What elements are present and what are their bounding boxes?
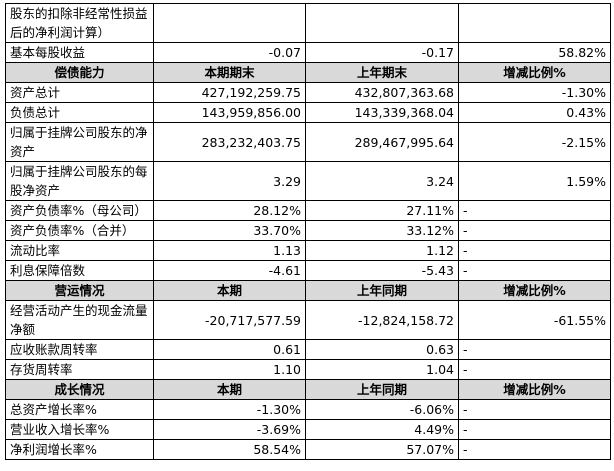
data-row: 存货周转率 1.10 1.04- bbox=[5, 359, 611, 380]
row-label: 经营活动产生的现金流量净额 bbox=[5, 300, 154, 340]
cell: 27.11% bbox=[305, 200, 459, 221]
cell: 本期 bbox=[153, 379, 306, 400]
cell: 143,339,368.04 bbox=[305, 102, 459, 123]
cell: 33.70% bbox=[153, 220, 306, 241]
data-row: 基本每股收益 -0.07 -0.17 58.82% bbox=[5, 42, 611, 63]
cell: 上年期末 bbox=[305, 62, 459, 83]
cell: 1.10 bbox=[153, 359, 306, 380]
row-label: 基本每股收益 bbox=[5, 42, 154, 63]
data-row: 总资产增长率% -1.30% -6.06% - bbox=[5, 399, 611, 420]
cell: 增减比例% bbox=[458, 62, 611, 83]
cell: -12,824,158.72 bbox=[305, 300, 459, 340]
cell: 283,232,403.75 bbox=[153, 122, 306, 162]
row-label: 净利润增长率% bbox=[5, 439, 154, 460]
row-label: 资产总计 bbox=[5, 82, 154, 103]
cell: - bbox=[458, 240, 611, 261]
cell: 0.43% bbox=[458, 102, 611, 123]
cell: 4.49% bbox=[305, 419, 459, 440]
cell: - bbox=[458, 399, 611, 420]
cell: 427,192,259.75 bbox=[153, 82, 306, 103]
section-row: 偿债能力 本期期末 上年期末 增减比例% bbox=[5, 62, 611, 83]
financial-table: 股东的扣除非经常性损益后的净利润计算） 基本每股收益 -0.07 -0.17 58.82… bbox=[5, 3, 611, 460]
cell: 本期 bbox=[153, 280, 306, 301]
cell: -4.61 bbox=[153, 260, 306, 281]
cell: 1.59% bbox=[458, 161, 611, 201]
cell: 3.24 bbox=[305, 161, 459, 201]
row-label: 营运情况 bbox=[5, 280, 154, 301]
cell: 57.07% bbox=[305, 439, 459, 460]
cell: 432,807,363.68 bbox=[305, 82, 459, 103]
cell: -5.43 bbox=[305, 260, 459, 281]
row-label: 利息保障倍数 bbox=[5, 260, 154, 281]
cell: - bbox=[458, 419, 611, 440]
data-row: 经营活动产生的现金流量净额 -20,717,577.59 -12,824,158.7… bbox=[5, 300, 611, 340]
data-row: 股东的扣除非经常性损益后的净利润计算） bbox=[5, 3, 611, 43]
row-label: 存货周转率 bbox=[5, 359, 154, 380]
row-label: 归属于挂牌公司股东的净资产 bbox=[5, 122, 154, 162]
cell: - bbox=[458, 200, 611, 221]
data-row: 营业收入增长率% -3.69% 4.49% - bbox=[5, 419, 611, 440]
cell: -0.17 bbox=[305, 42, 459, 63]
row-label: 流动比率 bbox=[5, 240, 154, 261]
cell: 上年同期 bbox=[305, 280, 459, 301]
data-row: 资产负债率%（母公司） 28.12% 27.11% - bbox=[5, 200, 611, 221]
cell: 0.61 bbox=[153, 339, 306, 360]
row-label: 营业收入增长率% bbox=[5, 419, 154, 440]
row-label: 总资产增长率% bbox=[5, 399, 154, 420]
data-row: 净利润增长率% 58.54% 57.07% - bbox=[5, 439, 611, 460]
cell: - bbox=[458, 339, 611, 360]
cell: 增减比例% bbox=[458, 280, 611, 301]
cell: - bbox=[458, 260, 611, 281]
cell: 1.13 bbox=[153, 240, 306, 261]
cell: - bbox=[458, 439, 611, 460]
cell: 1.04 bbox=[305, 359, 459, 380]
cell: -2.15% bbox=[458, 122, 611, 162]
cell: 289,467,995.64 bbox=[305, 122, 459, 162]
data-row: 流动比率 1.13 1.12- bbox=[5, 240, 611, 261]
cell bbox=[458, 3, 611, 43]
row-label: 归属于挂牌公司股东的每股净资产 bbox=[5, 161, 154, 201]
section-row: 营运情况 本期 上年同期 增减比例% bbox=[5, 280, 611, 301]
row-label: 资产负债率%（母公司） bbox=[5, 200, 154, 221]
data-row: 资产总计 427,192,259.75 432,807,363.68 -1.30% bbox=[5, 82, 611, 103]
cell: -1.30% bbox=[153, 399, 306, 420]
cell: 增减比例% bbox=[458, 379, 611, 400]
cell: 58.54% bbox=[153, 439, 306, 460]
cell: - bbox=[458, 359, 611, 380]
cell: 0.63 bbox=[305, 339, 459, 360]
data-row: 归属于挂牌公司股东的每股净资产 3.29 3.24 1.59% bbox=[5, 161, 611, 201]
cell: 1.12 bbox=[305, 240, 459, 261]
cell: 33.12% bbox=[305, 220, 459, 241]
row-label: 股东的扣除非经常性损益后的净利润计算） bbox=[5, 3, 154, 43]
cell: 3.29 bbox=[153, 161, 306, 201]
cell: -0.07 bbox=[153, 42, 306, 63]
cell: -3.69% bbox=[153, 419, 306, 440]
cell: -1.30% bbox=[458, 82, 611, 103]
data-row: 负债总计 143,959,856.00 143,339,368.04 0.43% bbox=[5, 102, 611, 123]
data-row: 归属于挂牌公司股东的净资产 283,232,403.75 289,467,995.6… bbox=[5, 122, 611, 162]
row-label: 成长情况 bbox=[5, 379, 154, 400]
table-wrapper: 股东的扣除非经常性损益后的净利润计算） 基本每股收益 -0.07 -0.17 58.82… bbox=[5, 3, 611, 460]
data-row: 利息保障倍数 -4.61 -5.43- bbox=[5, 260, 611, 281]
row-label: 偿债能力 bbox=[5, 62, 154, 83]
cell: -20,717,577.59 bbox=[153, 300, 306, 340]
data-row: 应收账款周转率 0.61 0.63- bbox=[5, 339, 611, 360]
cell: 143,959,856.00 bbox=[153, 102, 306, 123]
cell: 28.12% bbox=[153, 200, 306, 221]
row-label: 负债总计 bbox=[5, 102, 154, 123]
cell: - bbox=[458, 220, 611, 241]
cell: -61.55% bbox=[458, 300, 611, 340]
cell bbox=[153, 3, 306, 43]
cell: 上年同期 bbox=[305, 379, 459, 400]
cell bbox=[305, 3, 459, 43]
table-body: 股东的扣除非经常性损益后的净利润计算） 基本每股收益 -0.07 -0.17 58.82… bbox=[5, 3, 611, 460]
cell: 58.82% bbox=[458, 42, 611, 63]
row-label: 应收账款周转率 bbox=[5, 339, 154, 360]
cell: -6.06% bbox=[305, 399, 459, 420]
section-row: 成长情况 本期 上年同期 增减比例% bbox=[5, 379, 611, 400]
data-row: 资产负债率%（合并） 33.70% 33.12% - bbox=[5, 220, 611, 241]
cell: 本期期末 bbox=[153, 62, 306, 83]
row-label: 资产负债率%（合并） bbox=[5, 220, 154, 241]
